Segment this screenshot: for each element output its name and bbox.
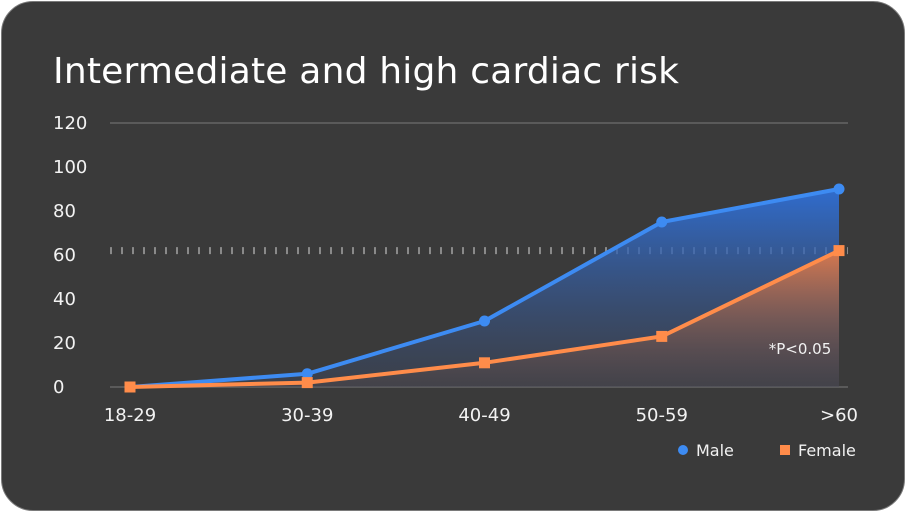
data-point-female — [301, 377, 313, 389]
data-point-male — [479, 315, 490, 327]
x-tick-label: 18-29 — [104, 405, 156, 426]
significance-annotation: *P<0.05 — [769, 340, 832, 358]
data-point-female — [833, 245, 845, 257]
chart-title: Intermediate and high cardiac risk — [53, 51, 680, 92]
x-tick-label: 50-59 — [636, 405, 688, 426]
y-tick-label: 40 — [53, 289, 76, 310]
data-point-female — [479, 357, 490, 369]
data-point-female — [124, 381, 136, 393]
data-point-male — [301, 368, 313, 380]
x-tick-label: 40-49 — [458, 405, 510, 426]
y-tick-label: 100 — [53, 157, 87, 178]
legend-marker-female — [780, 445, 790, 455]
y-tick-label: 80 — [53, 201, 76, 222]
legend-label-male: Male — [696, 441, 734, 460]
data-point-male — [656, 216, 668, 228]
x-tick-label: 30-39 — [281, 405, 333, 426]
data-point-male — [833, 183, 845, 195]
area-female — [130, 250, 839, 387]
y-tick-label: 120 — [53, 113, 87, 134]
y-tick-label: 20 — [53, 333, 76, 354]
data-point-female — [656, 330, 668, 342]
legend-marker-male — [678, 445, 688, 455]
x-tick-label: >60 — [820, 405, 858, 426]
legend-label-female: Female — [798, 441, 856, 460]
y-tick-label: 60 — [53, 245, 76, 266]
y-tick-label: 0 — [53, 377, 64, 398]
